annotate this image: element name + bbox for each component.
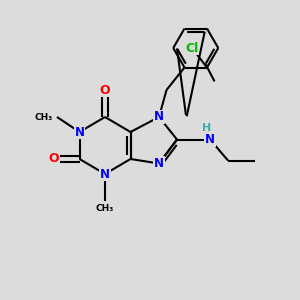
- Text: O: O: [100, 83, 110, 97]
- Text: Cl: Cl: [185, 41, 199, 55]
- Text: N: N: [100, 167, 110, 181]
- Text: CH₃: CH₃: [96, 204, 114, 213]
- Text: N: N: [205, 133, 215, 146]
- Text: CH₃: CH₃: [34, 112, 52, 122]
- Text: O: O: [49, 152, 59, 166]
- Text: H: H: [202, 123, 211, 133]
- Text: N: N: [74, 125, 85, 139]
- Text: N: N: [154, 110, 164, 124]
- Text: N: N: [154, 157, 164, 170]
